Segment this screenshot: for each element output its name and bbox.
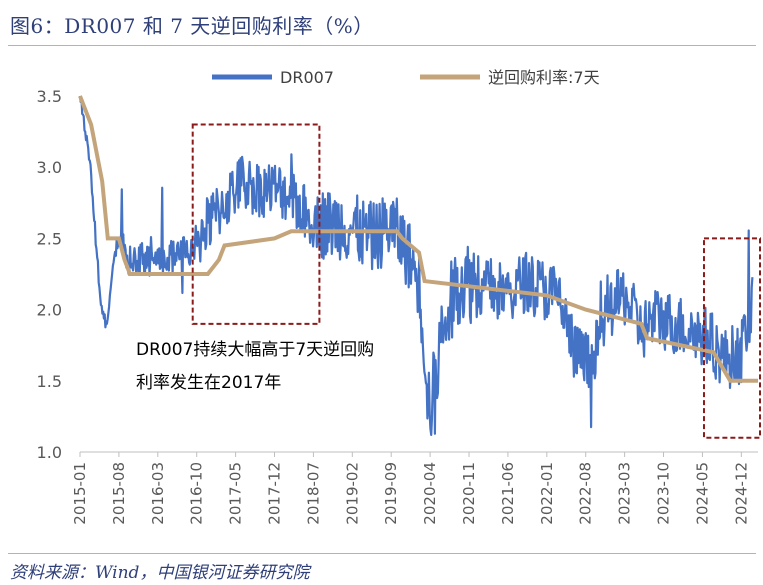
y-tick-label: 1.5 <box>37 372 62 391</box>
reverse-repo-series-line <box>78 95 758 383</box>
x-tick-label: 2022-08 <box>577 462 595 525</box>
bottom-divider <box>8 553 756 554</box>
x-tick-label: 2023-10 <box>655 462 673 525</box>
x-tick-label: 2024-12 <box>732 462 750 525</box>
x-tick-label: 2021-06 <box>499 462 517 525</box>
x-tick-label: 2015-01 <box>71 462 89 525</box>
y-tick-label: 3.0 <box>37 158 62 177</box>
x-tick-label: 2023-03 <box>616 462 634 525</box>
x-tick-label: 2016-10 <box>188 462 206 525</box>
y-tick-label: 2.0 <box>37 301 62 320</box>
x-tick-label: 2015-08 <box>110 462 128 525</box>
top-divider <box>8 45 756 46</box>
annotation-text-line2: 利率发生在2017年 <box>136 373 281 393</box>
annotation-box-1 <box>191 123 321 325</box>
legend-dr007-label: DR007 <box>280 68 334 87</box>
x-tick-label: 2024-05 <box>693 462 711 525</box>
annotation-text-line1: DR007持续大幅高于7天逆回购 <box>136 340 374 360</box>
x-tick-label: 2017-05 <box>227 462 245 525</box>
x-tick-label: 2019-09 <box>382 462 400 525</box>
x-tick-label: 2019-02 <box>343 462 361 525</box>
x-tick-label: 2020-04 <box>421 462 439 525</box>
x-tick-label: 2022-01 <box>538 462 556 525</box>
legend-reverse-repo-label: 逆回购利率:7天 <box>488 68 600 87</box>
y-tick-label: 1.0 <box>37 443 62 462</box>
x-tick-label: 2020-11 <box>460 462 478 525</box>
y-tick-label: 2.5 <box>37 229 62 248</box>
x-tick-label: 2018-07 <box>304 462 322 525</box>
x-tick-label: 2016-03 <box>149 462 167 525</box>
y-tick-label: 3.5 <box>37 87 62 106</box>
x-tick-label: 2017-12 <box>266 462 284 525</box>
annotation-box-2 <box>702 237 761 439</box>
figure-source: 资料来源：Wind，中国银河证券研究院 <box>10 563 310 583</box>
figure-title: 图6：DR007 和 7 天逆回购利率（%） <box>10 14 374 38</box>
